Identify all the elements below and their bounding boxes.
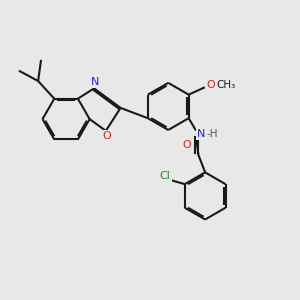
Text: Cl: Cl	[160, 171, 170, 181]
Text: N: N	[91, 77, 100, 87]
Text: O: O	[182, 140, 191, 150]
Text: O: O	[206, 80, 215, 90]
Text: N: N	[197, 129, 206, 139]
Text: O: O	[102, 131, 111, 141]
Text: -H: -H	[206, 128, 218, 139]
Text: CH₃: CH₃	[216, 80, 236, 90]
